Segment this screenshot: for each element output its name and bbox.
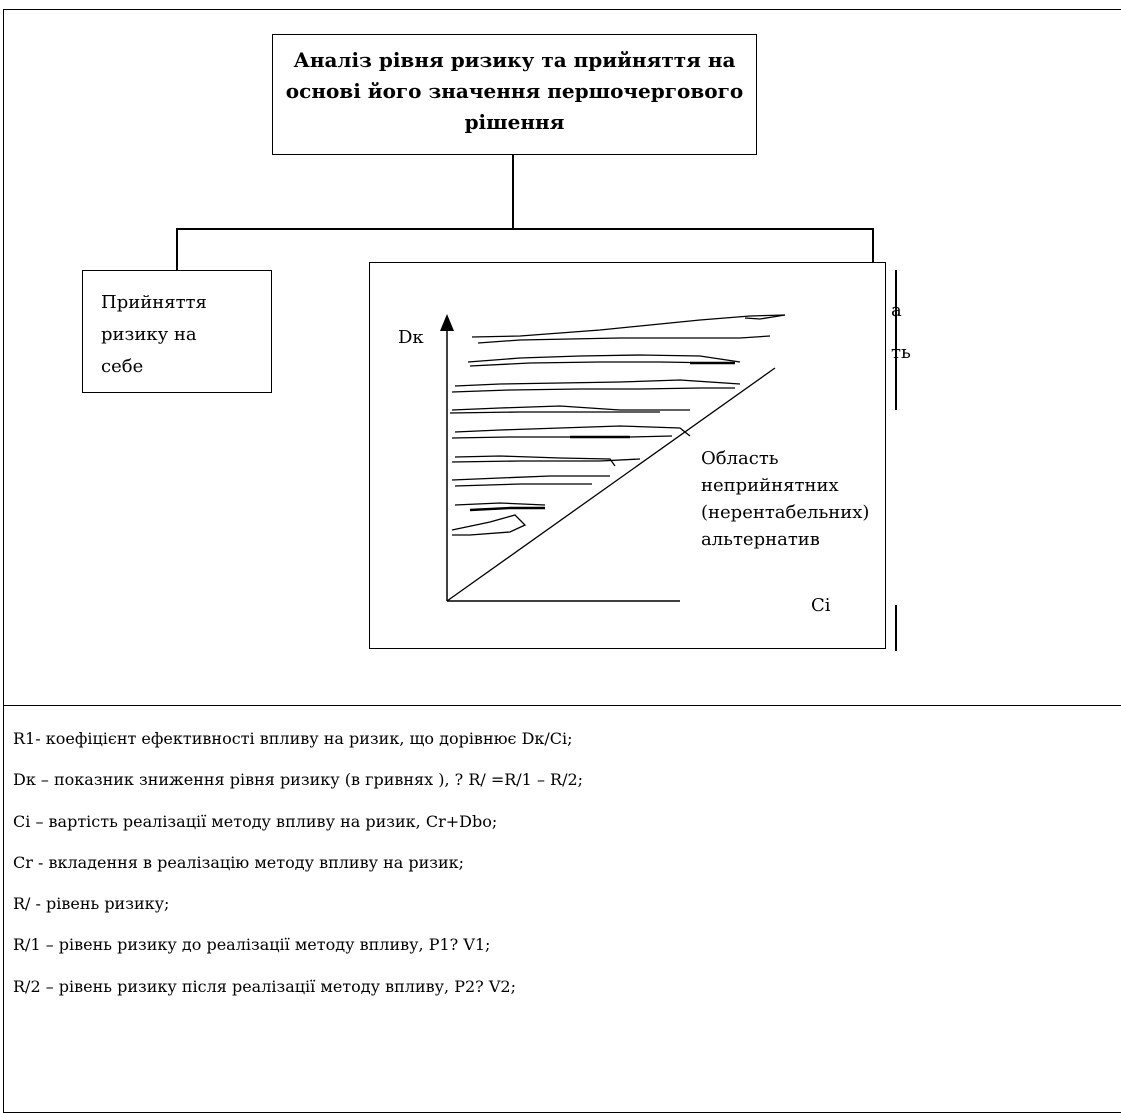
connector-horizontal: [176, 228, 873, 230]
x-axis-label: Ci: [811, 595, 831, 616]
boundary-diagonal: [446, 367, 776, 602]
legend-item-r: R/ - рівень ризику;: [13, 894, 170, 914]
connector-left-drop: [176, 228, 178, 270]
unacceptable-region-label: Область неприйнятних (нерентабельних) ал…: [699, 445, 872, 553]
risk-acceptance-line-2: ризику на: [101, 324, 197, 345]
risk-acceptance-label: Прийняття ризику на себе: [101, 287, 207, 383]
region-label-line-3: (нерентабельних): [701, 502, 870, 523]
risk-acceptance-box: Прийняття ризику на себе: [82, 270, 272, 393]
legend-item-ci: Ci – вартість реалізації методу впливу н…: [13, 811, 498, 831]
hatch-line: [451, 387, 735, 393]
legend-item-r1-before: R/1 – рівень ризику до реалізації методу…: [13, 935, 491, 955]
hidden-box-text-fragment-1: а: [891, 300, 902, 321]
hatch-line: [451, 458, 641, 463]
legend-item-dk: Dк – показник зниження рівня ризику (в г…: [13, 770, 584, 790]
hatch-line: [454, 483, 592, 487]
hatch-line: [467, 354, 741, 363]
root-decision-box: Аналіз рівня ризику та прийняття на осно…: [272, 34, 757, 155]
hatching: [449, 314, 786, 536]
root-decision-title: Аналіз рівня ризику та прийняття на осно…: [273, 45, 756, 138]
hatch-line: [469, 506, 545, 512]
hatch-line: [454, 455, 616, 467]
title-line-2: основі його значення першочергового: [285, 79, 744, 103]
hatch-line: [454, 425, 691, 437]
hatch-line: [449, 411, 660, 414]
section-divider: [3, 705, 1121, 706]
risk-acceptance-line-1: Прийняття: [101, 292, 207, 313]
hatch-line: [451, 514, 527, 536]
hatch-line: [451, 435, 673, 439]
hatch-line: [469, 361, 721, 367]
connector-trunk: [512, 155, 514, 229]
region-label-line-1: Область: [701, 448, 779, 469]
hidden-box-right-edge-top: [895, 270, 897, 410]
title-line-3: рішення: [464, 110, 565, 134]
risk-acceptance-line-3: себе: [101, 356, 144, 377]
legend-item-r1: R1- коефіцієнт ефективності впливу на ри…: [13, 729, 573, 748]
region-label-line-4: альтернатив: [701, 529, 820, 550]
connector-right-drop: [872, 228, 874, 262]
hatch-line: [454, 379, 741, 387]
hatch-line: [451, 405, 690, 411]
hatch-line: [471, 314, 786, 338]
definitions-legend: R1- коефіцієнт ефективності впливу на ри…: [13, 718, 583, 1007]
y-axis-label: Dк: [398, 327, 424, 348]
legend-item-r2-after: R/2 – рівень ризику після реалізації мет…: [13, 976, 516, 996]
hatch-line: [744, 314, 786, 320]
hidden-box-text-fragment-2: ть: [891, 342, 911, 363]
hatch-line: [451, 475, 610, 481]
title-line-1: Аналіз рівня ризику та прийняття на: [293, 48, 736, 72]
y-axis-arrow-icon: [440, 314, 454, 331]
hidden-box-right-edge-bottom: [895, 605, 897, 651]
legend-item-cr: Cr - вкладення в реалізацію методу вплив…: [13, 852, 465, 872]
hatch-line: [454, 502, 546, 506]
region-label-line-2: неприйнятних: [701, 475, 839, 496]
hatch-line: [477, 335, 771, 344]
